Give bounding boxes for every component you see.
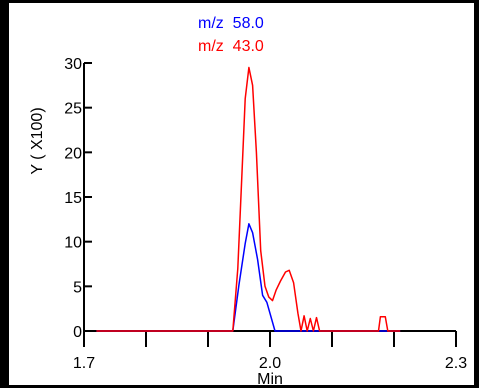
y-tick-label: 5 <box>73 279 82 296</box>
series-line <box>96 66 401 332</box>
legend-entry: m/z 43.0 <box>198 38 264 55</box>
x-tick-label: 2.3 <box>445 355 467 372</box>
legend-entry: m/z 58.0 <box>198 15 264 32</box>
y-tick-label: 25 <box>64 101 82 118</box>
y-tick-label: 15 <box>64 190 82 207</box>
series-lines <box>96 66 401 332</box>
x-axis-label: Min <box>257 371 283 388</box>
x-tick-label: 1.7 <box>73 355 95 372</box>
y-tick-label: 30 <box>64 56 82 73</box>
axes: 0 5 10 15 20 25 30 1.7 2.0 2.3 Min Y ( X100) <box>29 56 467 388</box>
y-tick-label: 0 <box>73 324 82 341</box>
x-tick-label: 2.0 <box>259 355 281 372</box>
series-line <box>96 223 401 332</box>
y-tick-label: 10 <box>64 235 82 252</box>
y-axis-label: Y ( X100) <box>29 107 46 174</box>
y-tick-label: 20 <box>64 145 82 162</box>
legend: m/z 58.0 m/z 43.0 <box>198 15 264 55</box>
